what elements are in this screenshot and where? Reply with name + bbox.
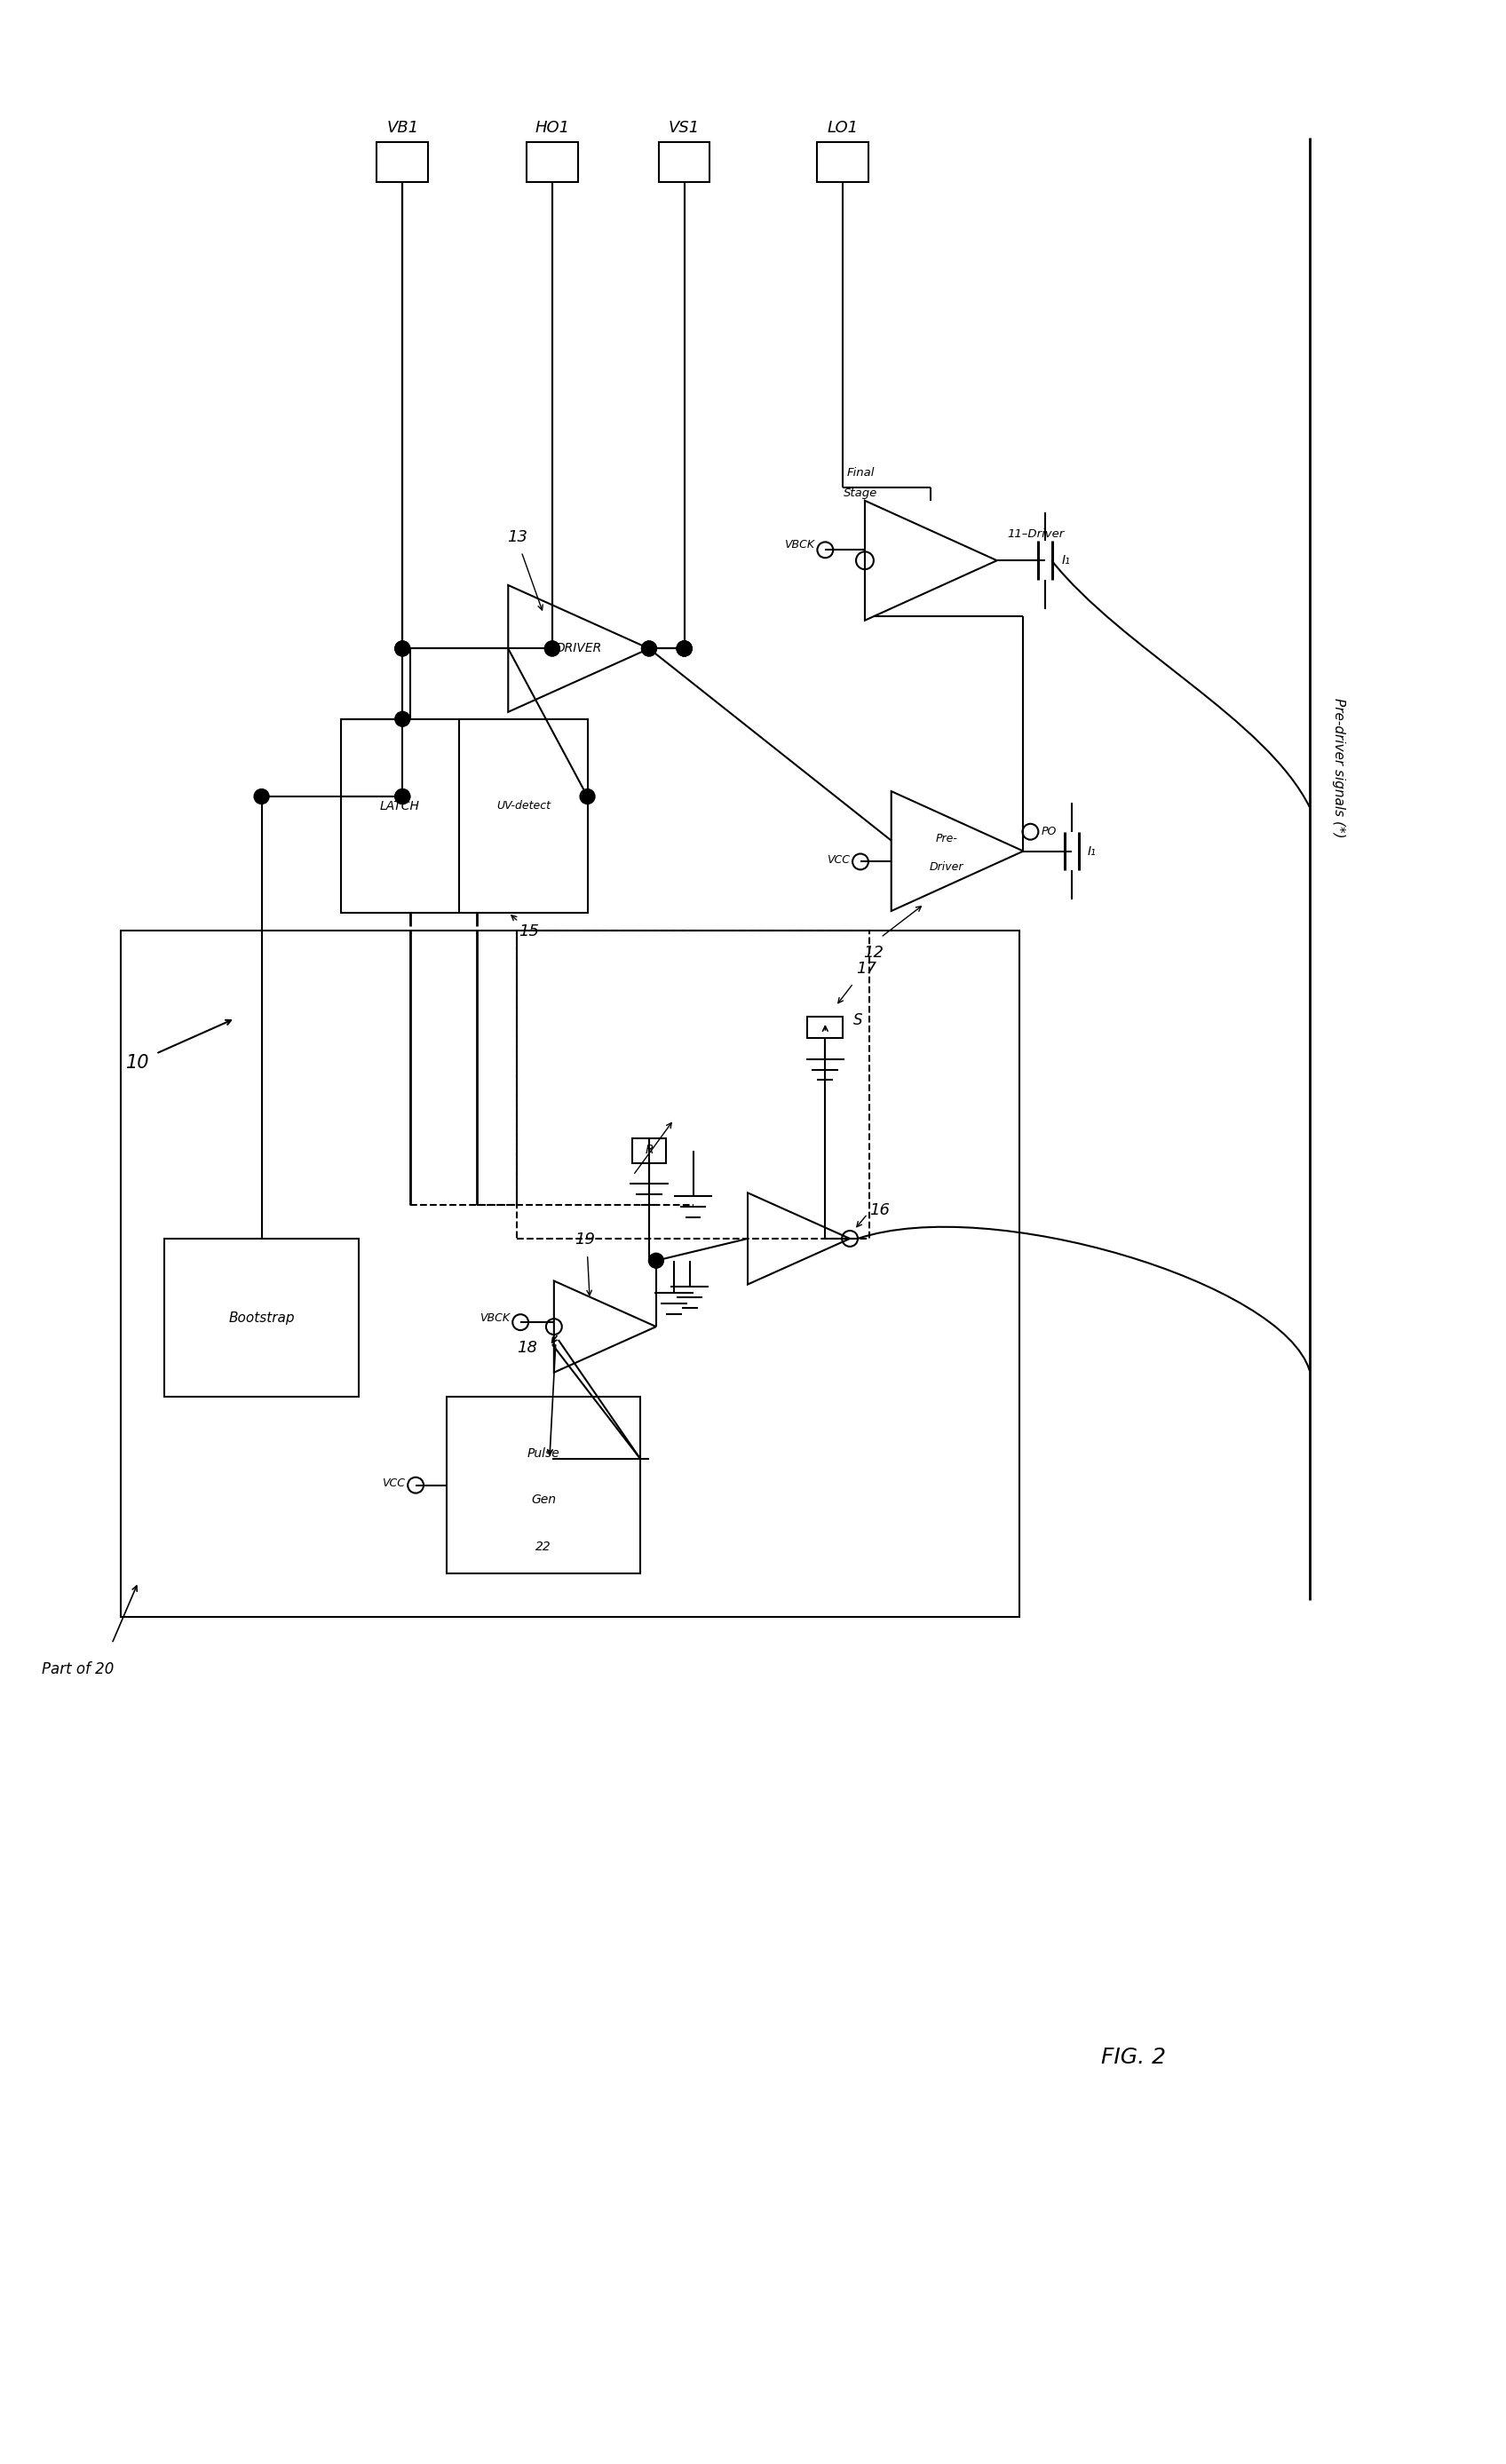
Bar (164, 1239, 358, 1397)
Bar (818, 143, 869, 182)
Circle shape (395, 788, 410, 803)
Circle shape (649, 1254, 664, 1269)
Circle shape (395, 641, 410, 655)
Circle shape (676, 641, 691, 655)
Text: Bootstrap: Bootstrap (229, 1311, 295, 1326)
Circle shape (545, 641, 560, 655)
Text: HO1: HO1 (535, 121, 569, 136)
Text: Gen: Gen (532, 1493, 556, 1506)
Bar (446, 1397, 640, 1572)
Text: DRIVER: DRIVER (556, 643, 602, 655)
Circle shape (676, 641, 691, 655)
Text: Pulse: Pulse (527, 1446, 560, 1459)
Text: VBCK: VBCK (785, 540, 815, 549)
Text: VB1: VB1 (387, 121, 419, 136)
Circle shape (255, 788, 270, 803)
Text: R: R (645, 1143, 654, 1156)
Text: Part of 20: Part of 20 (41, 1661, 113, 1678)
Text: 16: 16 (869, 1202, 890, 1217)
Text: LO1: LO1 (827, 121, 858, 136)
Text: S: S (854, 1013, 863, 1027)
Circle shape (395, 641, 410, 655)
Text: VCC: VCC (827, 855, 849, 865)
Bar (658, 143, 709, 182)
Text: FIG. 2: FIG. 2 (1101, 2048, 1166, 2067)
Text: 18: 18 (518, 1340, 538, 1355)
Text: 11–Driver: 11–Driver (1008, 527, 1065, 540)
Text: Stage: Stage (843, 488, 878, 498)
Bar (340, 719, 587, 912)
Circle shape (580, 788, 595, 803)
Text: Pre-driver signals (*): Pre-driver signals (*) (1331, 697, 1345, 838)
Text: I₁: I₁ (1062, 554, 1069, 567)
Text: 13: 13 (506, 530, 527, 545)
Text: 15: 15 (518, 924, 539, 939)
Bar (527, 143, 578, 182)
Text: Final: Final (846, 468, 875, 478)
Text: UV-detect: UV-detect (497, 801, 550, 813)
Circle shape (545, 641, 560, 655)
Text: PO: PO (1041, 825, 1056, 838)
Circle shape (676, 641, 691, 655)
Text: 17: 17 (855, 961, 876, 978)
Text: Pre-: Pre- (935, 833, 958, 845)
Bar (376, 143, 428, 182)
Text: LATCH: LATCH (380, 801, 420, 813)
Circle shape (676, 641, 691, 655)
Circle shape (395, 788, 410, 803)
Circle shape (642, 641, 657, 655)
Text: I₁: I₁ (1087, 845, 1096, 857)
Text: VBCK: VBCK (479, 1313, 511, 1323)
Circle shape (395, 712, 410, 727)
Bar (633, 1138, 666, 1163)
Bar (807, 1018, 843, 1037)
Text: 22: 22 (536, 1540, 551, 1552)
Circle shape (642, 641, 657, 655)
Text: 19: 19 (575, 1232, 595, 1247)
Text: VCC: VCC (383, 1478, 405, 1488)
Text: Driver: Driver (929, 862, 964, 872)
Text: 12: 12 (863, 944, 884, 961)
Bar (517, 931, 869, 1239)
Bar (120, 931, 1020, 1616)
Text: 10: 10 (127, 1055, 151, 1072)
Text: VS1: VS1 (669, 121, 700, 136)
